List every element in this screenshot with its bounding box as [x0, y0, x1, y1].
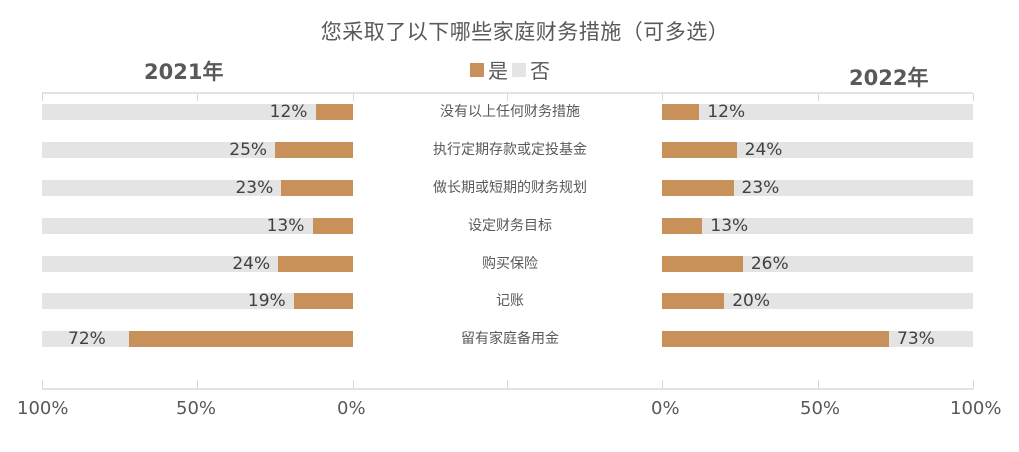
top-tick — [42, 93, 43, 101]
value-label-2021: 72% — [68, 329, 106, 349]
category-label: 记账 — [496, 293, 524, 309]
tick-label-right-50: 50% — [800, 398, 841, 419]
value-label-2021: 19% — [247, 291, 286, 311]
category-label: 做长期或短期的财务规划 — [433, 180, 587, 196]
value-label-2022: 24% — [744, 140, 783, 160]
bar-2022-no — [662, 218, 973, 234]
category-label: 设定财务目标 — [468, 218, 552, 234]
value-label-2022: 20% — [732, 291, 770, 311]
bar-2022-yes — [662, 104, 700, 120]
bar-2022-no — [662, 142, 973, 158]
legend-swatch-no — [512, 62, 526, 77]
bar-2022-yes — [662, 142, 737, 158]
bottom-tick — [507, 380, 508, 389]
top-tick — [818, 93, 819, 101]
tick-label-left-100: 100% — [17, 398, 69, 419]
legend-label-no: 否 — [530, 59, 550, 83]
value-label-2021: 12% — [269, 102, 308, 122]
tick-label-right-0: 0% — [651, 398, 680, 419]
legend-label-yes: 是 — [488, 59, 508, 83]
bottom-tick — [42, 380, 43, 389]
legend-item-no: 否 — [512, 55, 550, 84]
tick-label-left-0: 0% — [337, 398, 366, 419]
tick-label-left-50: 50% — [176, 398, 217, 419]
bar-2022-no — [662, 293, 973, 309]
bar-2022-no — [662, 180, 973, 196]
bottom-tick — [197, 380, 198, 389]
bottom-tick — [353, 380, 354, 389]
bar-2021-yes — [312, 218, 353, 234]
bar-2022-yes — [662, 331, 890, 347]
bar-2021-yes — [293, 293, 353, 309]
bar-2021-yes — [278, 256, 353, 272]
bottom-tick — [818, 380, 819, 389]
value-label-2021: 23% — [235, 178, 274, 198]
bar-2021-no — [42, 218, 353, 234]
top-tick — [197, 93, 198, 101]
top-tick — [353, 93, 354, 101]
value-label-2022: 23% — [741, 178, 780, 198]
value-label-2021: 24% — [232, 254, 271, 274]
bottom-tick — [662, 380, 663, 389]
year-label-right: 2022年 — [849, 66, 929, 90]
value-label-2022: 73% — [897, 329, 935, 349]
bar-2021-no — [42, 293, 353, 309]
legend-item-yes: 是 — [470, 55, 508, 84]
legend-swatch-yes — [470, 62, 484, 77]
bar-2021-no — [42, 104, 353, 120]
bar-2022-yes — [662, 180, 734, 196]
bar-2021-yes — [275, 142, 353, 158]
bar-2021-no — [42, 180, 353, 196]
value-label-2021: 13% — [266, 216, 305, 236]
bottom-axis-line — [42, 388, 973, 390]
bar-2022-yes — [662, 218, 703, 234]
top-tick — [973, 93, 974, 101]
value-label-2021: 25% — [229, 140, 268, 160]
chart-title: 您采取了以下哪些家庭财务措施（可多选） — [320, 20, 730, 44]
bottom-tick — [973, 380, 974, 389]
tick-label-right-100: 100% — [950, 398, 1002, 419]
category-label: 购买保险 — [482, 256, 538, 272]
category-label: 留有家庭备用金 — [461, 331, 559, 347]
category-label: 没有以上任何财务措施 — [440, 104, 580, 120]
legend: 是 否 — [470, 55, 554, 84]
value-label-2022: 26% — [750, 254, 789, 274]
value-label-2022: 13% — [710, 216, 749, 236]
top-tick — [507, 93, 508, 101]
bar-2022-no — [662, 104, 973, 120]
bar-2022-yes — [662, 293, 725, 309]
bar-2021-no — [42, 256, 353, 272]
bar-2021-yes — [129, 331, 353, 347]
value-label-2022: 12% — [707, 102, 746, 122]
category-label: 执行定期存款或定投基金 — [433, 142, 587, 158]
top-tick — [662, 93, 663, 101]
bar-2022-yes — [662, 256, 743, 272]
year-label-left: 2021年 — [144, 60, 224, 84]
bar-2021-yes — [315, 104, 353, 120]
bar-2021-yes — [281, 180, 353, 196]
